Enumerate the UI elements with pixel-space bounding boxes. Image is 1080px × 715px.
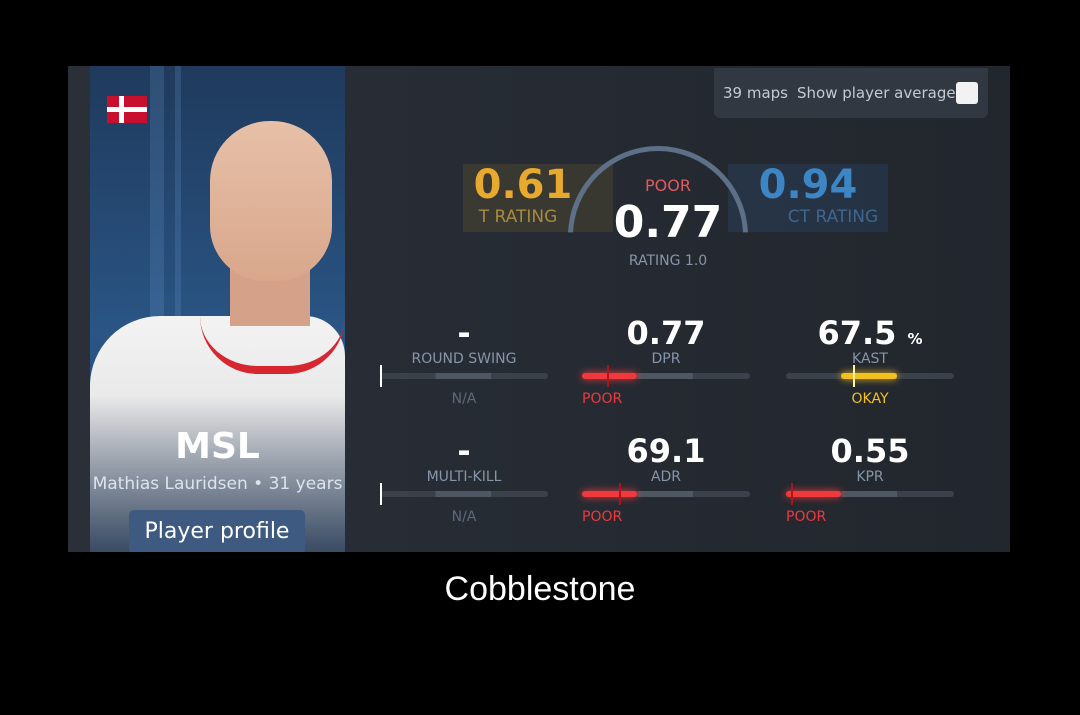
show-average-checkbox[interactable] bbox=[956, 82, 978, 104]
stat-bar-marker bbox=[618, 483, 621, 505]
stat-bar-track bbox=[786, 491, 954, 497]
stat-label: KPR bbox=[856, 469, 884, 485]
t-rating-value: 0.61 bbox=[473, 162, 573, 208]
stat-round-swing: - ROUND SWING N/A bbox=[380, 314, 548, 424]
stat-multi-kill: - MULTI-KILL N/A bbox=[380, 432, 548, 542]
stat-label: ROUND SWING bbox=[411, 351, 517, 367]
background-stripe bbox=[175, 66, 181, 552]
player-stats-card: MSL Mathias Lauridsen • 31 years Player … bbox=[68, 66, 1010, 552]
stat-grade: N/A bbox=[451, 391, 477, 407]
stat-bar-marker bbox=[607, 365, 610, 387]
stat-bar-fill bbox=[786, 491, 842, 497]
stat-grade: N/A bbox=[451, 509, 477, 525]
stat-bar-marker bbox=[791, 483, 794, 505]
stat-grade: OKAY bbox=[851, 391, 889, 407]
player-nickname: MSL bbox=[175, 426, 260, 467]
overall-rating-label: RATING 1.0 bbox=[628, 253, 708, 269]
player-photo-head bbox=[210, 121, 332, 281]
player-profile-button[interactable]: Player profile bbox=[129, 510, 305, 552]
stat-bar-fill bbox=[582, 491, 638, 497]
stat-label: DPR bbox=[651, 351, 681, 367]
t-rating-label: T RATING bbox=[478, 207, 558, 227]
show-average-label[interactable]: Show player average bbox=[797, 84, 956, 102]
player-age: • 31 years bbox=[253, 474, 343, 494]
maps-count: 39 maps bbox=[723, 84, 788, 102]
stat-value: 67.5 % bbox=[817, 314, 923, 352]
ct-rating-label: CT RATING bbox=[787, 207, 879, 227]
ct-rating-value: 0.94 bbox=[758, 162, 858, 208]
player-photo-collar bbox=[200, 316, 345, 374]
stat-value: 69.1 bbox=[626, 432, 706, 470]
stat-adr: 69.1 ADR POOR bbox=[582, 432, 750, 542]
stat-kast: 67.5 % KAST OKAY bbox=[786, 314, 954, 424]
stat-bar-marker bbox=[853, 365, 856, 387]
stat-grade: POOR bbox=[582, 391, 623, 407]
stat-bar-track bbox=[582, 491, 750, 497]
map-caption: Cobblestone bbox=[444, 570, 636, 608]
stat-value: - bbox=[457, 432, 471, 470]
denmark-flag-icon bbox=[107, 96, 147, 123]
stat-value: 0.77 bbox=[626, 314, 706, 352]
overall-rating-value: 0.77 bbox=[613, 197, 723, 248]
stat-grade: POOR bbox=[582, 509, 623, 525]
stat-value: 0.55 bbox=[830, 432, 910, 470]
stat-bar-fill bbox=[841, 373, 897, 379]
stat-kpr: 0.55 KPR POOR bbox=[786, 432, 954, 542]
player-panel: MSL Mathias Lauridsen • 31 years Player … bbox=[90, 66, 345, 552]
ct-rating-band bbox=[728, 164, 888, 232]
stat-dpr: 0.77 DPR POOR bbox=[582, 314, 750, 424]
stat-bar-track bbox=[582, 373, 750, 379]
stat-bar-track bbox=[380, 491, 548, 497]
stat-label: MULTI-KILL bbox=[426, 469, 502, 485]
stat-bar-track bbox=[380, 373, 548, 379]
stat-value: - bbox=[457, 314, 471, 352]
stat-label: ADR bbox=[650, 469, 682, 485]
stat-label: KAST bbox=[852, 351, 888, 367]
stat-bar-marker bbox=[380, 365, 382, 387]
stat-bar-fill bbox=[582, 373, 638, 379]
player-name: Mathias Lauridsen bbox=[92, 474, 248, 494]
map-filter-box: 39 maps Show player average bbox=[714, 68, 988, 118]
overall-rating-grade: POOR bbox=[645, 176, 691, 195]
stat-grade: POOR bbox=[786, 509, 827, 525]
stat-bar-marker bbox=[380, 483, 382, 505]
player-info: Mathias Lauridsen • 31 years bbox=[90, 474, 345, 494]
